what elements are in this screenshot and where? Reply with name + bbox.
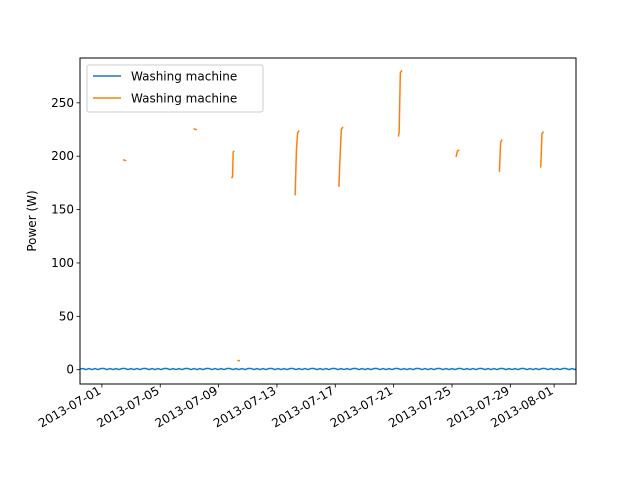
legend-label: Washing machine xyxy=(131,70,237,84)
x-tick-label: 2013-07-13 xyxy=(211,383,278,430)
y-tick-label: 100 xyxy=(51,256,74,270)
series-1-segment xyxy=(455,149,460,158)
series-1-segment xyxy=(230,150,235,179)
x-tick-label: 2013-07-25 xyxy=(386,383,453,430)
y-tick-label: 0 xyxy=(66,363,74,377)
x-tick-label: 2013-07-21 xyxy=(328,383,395,430)
series-0-baseline-line xyxy=(79,367,577,371)
y-axis-label: Power (W) xyxy=(25,190,39,251)
series-1-segment xyxy=(122,159,127,162)
plot-frame xyxy=(79,57,577,385)
legend-box xyxy=(86,64,264,113)
series-1-segment xyxy=(539,131,545,168)
y-tick-label: 200 xyxy=(51,149,74,163)
series-1-segment xyxy=(498,139,503,172)
series-1-segment xyxy=(193,128,198,131)
series-1-segment xyxy=(294,130,300,196)
y-tick-label: 50 xyxy=(59,309,74,323)
y-tick-label: 150 xyxy=(51,203,74,217)
x-axis-ticks: 2013-07-012013-07-052013-07-092013-07-13… xyxy=(36,383,556,430)
x-tick-label: 2013-07-09 xyxy=(153,383,220,430)
series-1-segment xyxy=(338,126,344,187)
y-tick-label: 250 xyxy=(51,96,74,110)
series-1-segment xyxy=(397,69,403,137)
x-tick-label: 2013-07-01 xyxy=(36,383,103,430)
y-axis-ticks: 0 50 100 150 200 250 xyxy=(51,96,80,377)
legend-label: Washing machine xyxy=(131,92,237,106)
legend: Washing machine Washing machine xyxy=(86,64,264,113)
x-tick-label: 2013-07-17 xyxy=(269,383,336,430)
plot-area xyxy=(79,69,577,371)
x-tick-label: 2013-07-05 xyxy=(94,383,161,430)
